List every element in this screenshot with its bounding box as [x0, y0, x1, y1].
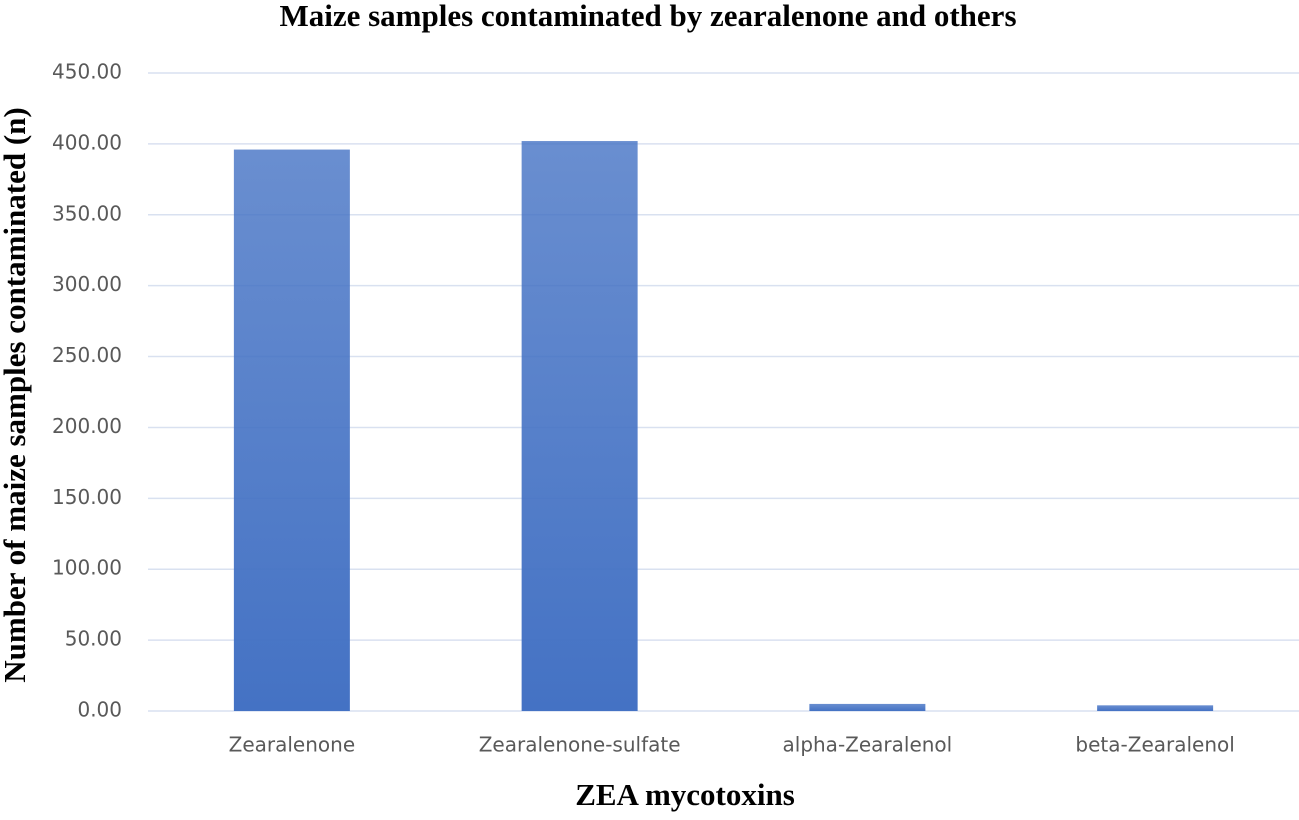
- y-tick-label: 400.00: [52, 130, 122, 154]
- y-tick-label: 450.00: [52, 60, 122, 84]
- bar: [1097, 705, 1214, 711]
- y-tick-label: 50.00: [65, 627, 122, 651]
- y-tick-label: 300.00: [52, 272, 122, 296]
- bar: [521, 141, 638, 711]
- x-axis-title: ZEA mycotoxins: [575, 777, 795, 812]
- x-tick-label: Zearalenone-sulfate: [479, 733, 681, 757]
- y-tick-label: 0.00: [77, 698, 122, 722]
- y-axis-title: Number of maize samples contaminated (n): [0, 107, 32, 682]
- bar: [809, 703, 926, 711]
- y-tick-label: 200.00: [52, 414, 122, 438]
- x-tick-label: Zearalenone: [229, 733, 356, 757]
- y-tick-label: 100.00: [52, 556, 122, 580]
- y-tick-label: 250.00: [52, 343, 122, 367]
- chart-title: Maize samples contaminated by zearalenon…: [279, 0, 1016, 33]
- y-tick-label: 150.00: [52, 485, 122, 509]
- bar: [233, 149, 350, 711]
- x-tick-label: alpha-Zearalenol: [783, 733, 953, 757]
- y-tick-label: 350.00: [52, 201, 122, 225]
- x-tick-label: beta-Zearalenol: [1075, 733, 1234, 757]
